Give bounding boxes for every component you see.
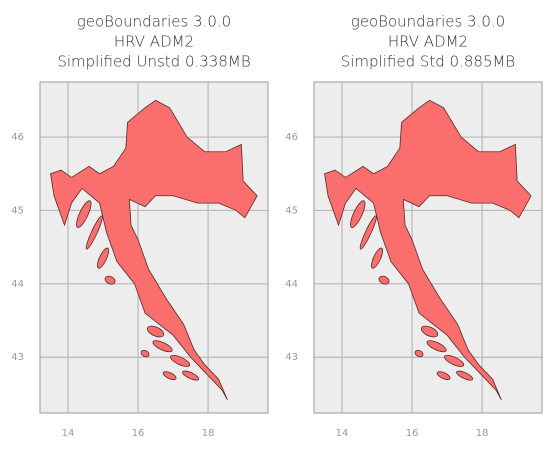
island bbox=[182, 370, 200, 381]
island bbox=[104, 275, 116, 285]
island bbox=[170, 354, 191, 367]
x-tick-label: 16 bbox=[132, 428, 145, 439]
chart-title: geoBoundaries 3.0.0 bbox=[351, 13, 505, 31]
y-tick-label: 43 bbox=[11, 352, 24, 363]
island bbox=[162, 371, 177, 380]
island bbox=[421, 325, 439, 338]
island bbox=[436, 371, 451, 380]
chart-title: geoBoundaries 3.0.0 bbox=[77, 13, 231, 31]
x-tick-label: 18 bbox=[202, 428, 215, 439]
x-tick-label: 16 bbox=[406, 428, 419, 439]
axes-frame bbox=[313, 81, 543, 414]
x-tick-label: 14 bbox=[62, 428, 75, 439]
y-tick-label: 46 bbox=[285, 132, 298, 143]
island bbox=[152, 340, 173, 353]
island bbox=[350, 200, 366, 228]
chart-title: HRV ADM2 bbox=[388, 33, 468, 51]
chart-title: Simplified Unstd 0.338MB bbox=[57, 53, 250, 71]
island bbox=[147, 325, 165, 338]
x-tick-label: 14 bbox=[336, 428, 349, 439]
island bbox=[140, 349, 150, 358]
island bbox=[97, 247, 110, 269]
island bbox=[371, 247, 384, 269]
chart-title: Simplified Std 0.885MB bbox=[341, 53, 516, 71]
y-tick-label: 45 bbox=[11, 205, 24, 216]
x-tick-label: 18 bbox=[476, 428, 489, 439]
y-tick-label: 43 bbox=[285, 352, 298, 363]
y-tick-label: 44 bbox=[11, 279, 24, 290]
region bbox=[50, 99, 258, 400]
island bbox=[378, 275, 390, 285]
island bbox=[359, 215, 377, 250]
chart-title: HRV ADM2 bbox=[114, 33, 194, 51]
island bbox=[85, 215, 103, 250]
island bbox=[456, 370, 474, 381]
y-tick-label: 44 bbox=[285, 279, 298, 290]
island bbox=[76, 200, 92, 228]
axes-frame bbox=[39, 81, 269, 414]
y-tick-label: 45 bbox=[285, 205, 298, 216]
region bbox=[324, 99, 532, 400]
island bbox=[444, 354, 465, 367]
y-tick-label: 46 bbox=[11, 132, 24, 143]
island bbox=[414, 349, 424, 358]
island bbox=[426, 340, 447, 353]
